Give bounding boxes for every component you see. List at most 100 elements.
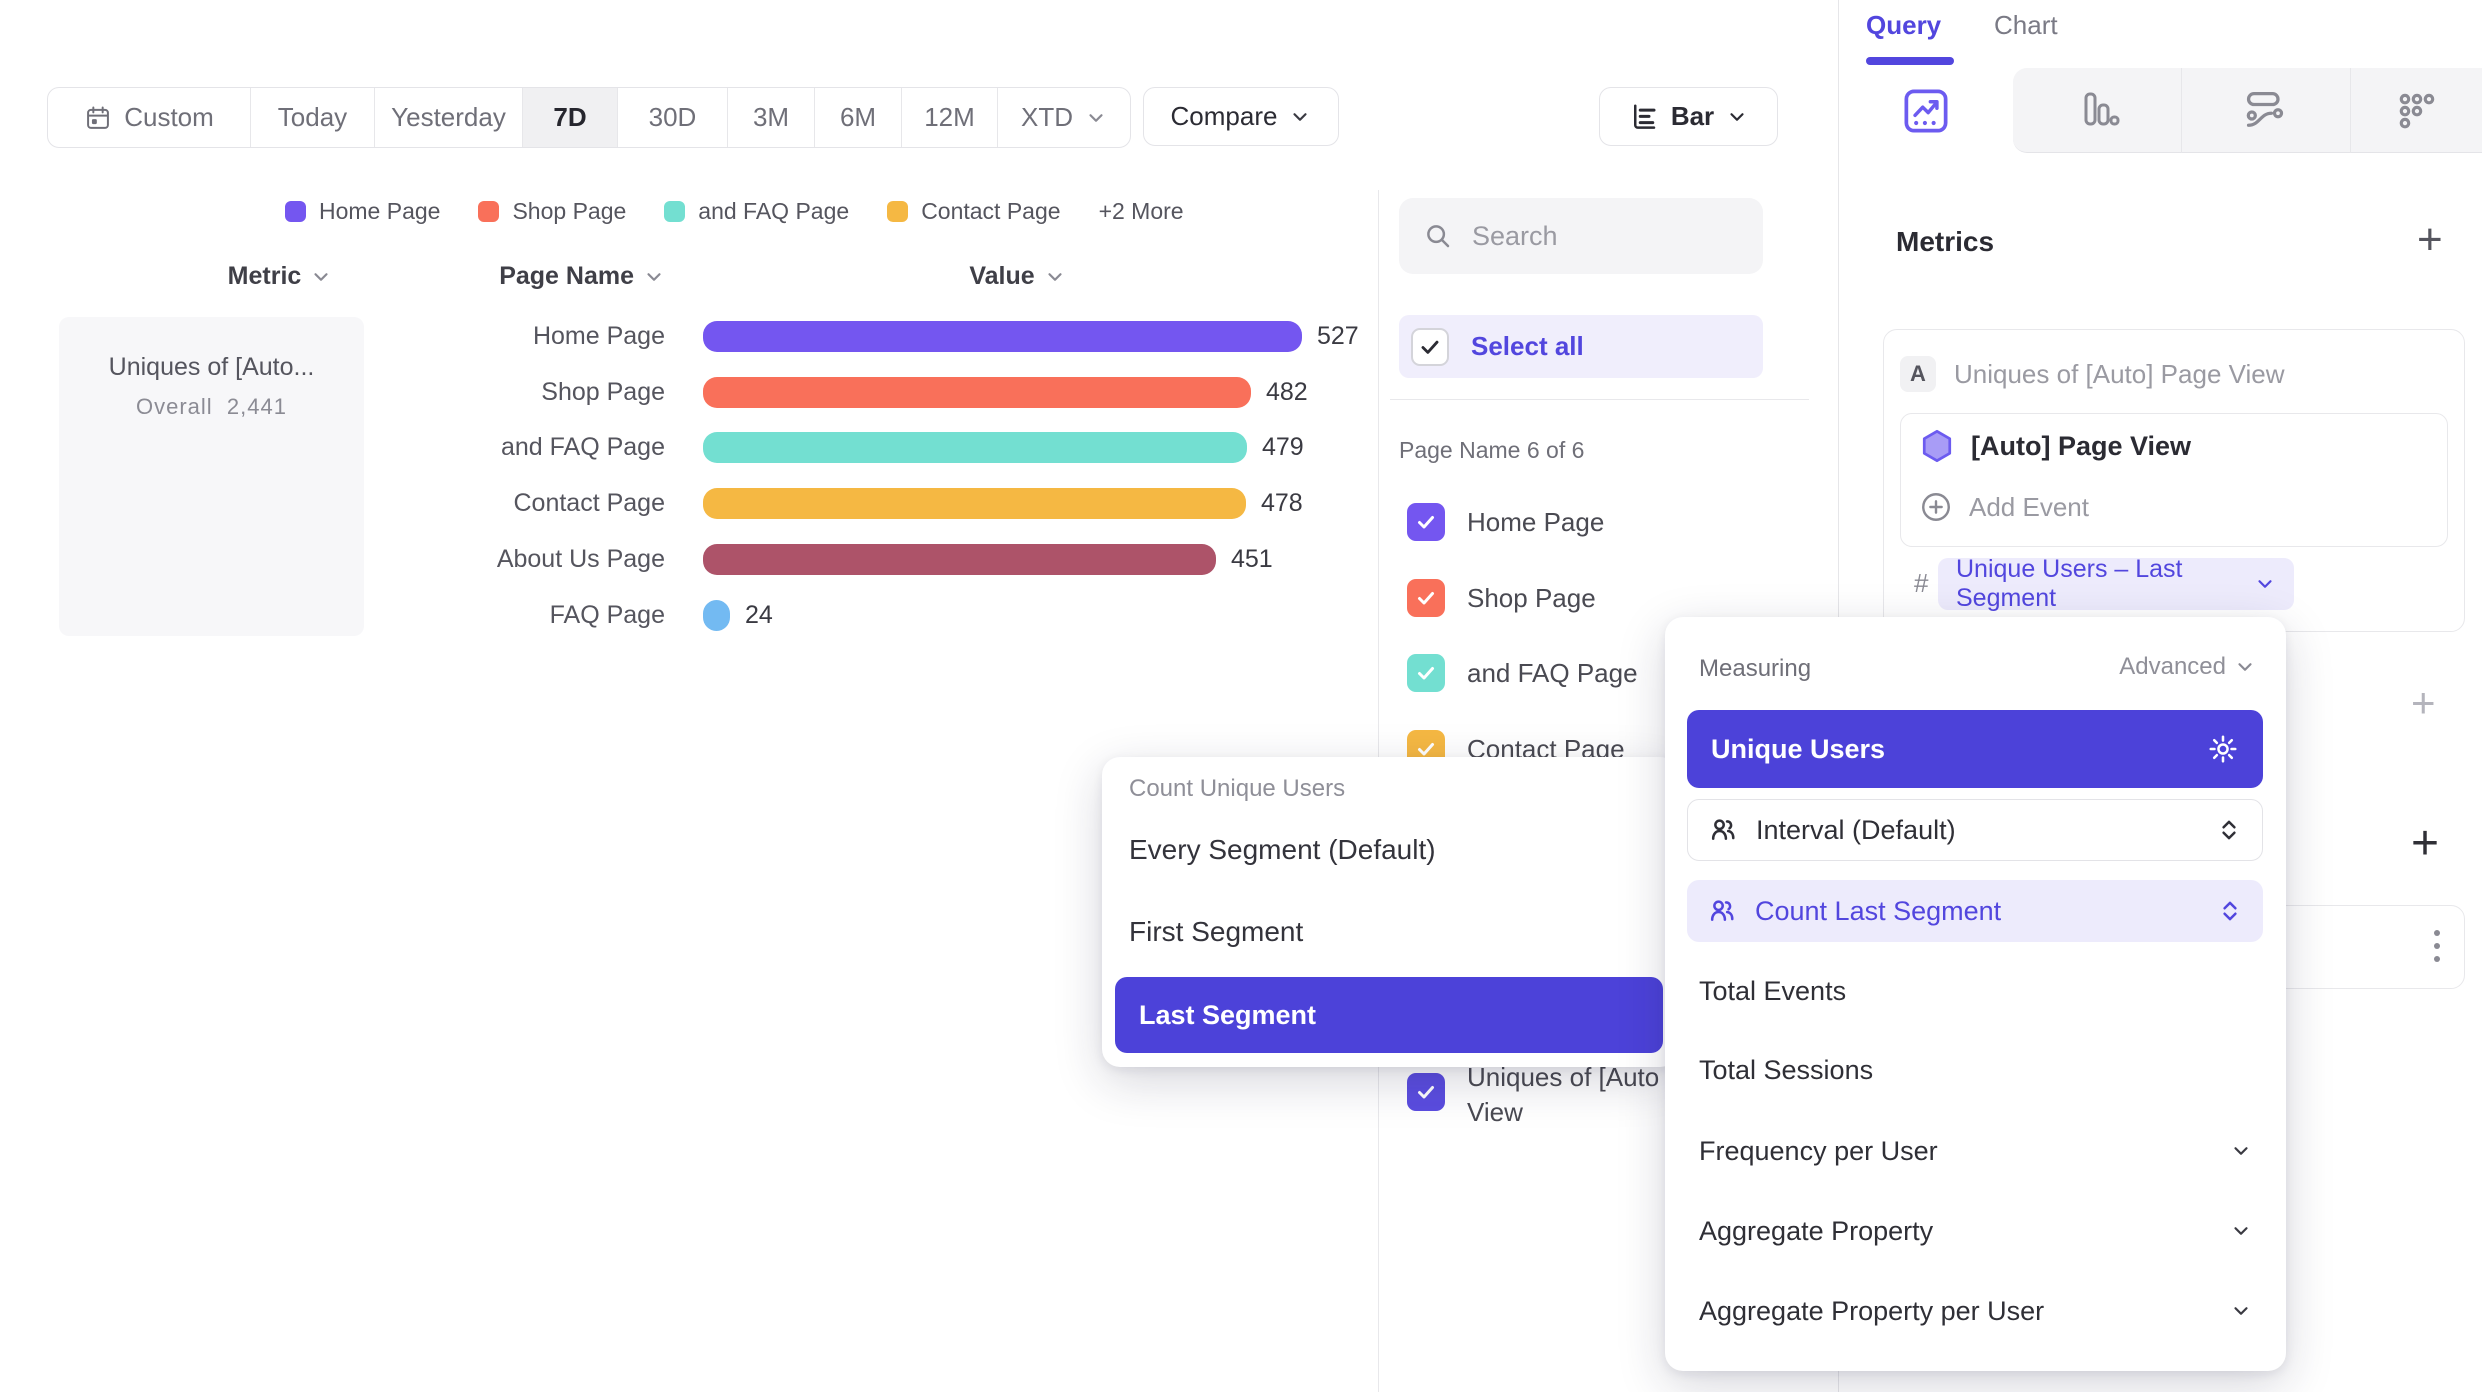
legend-more[interactable]: +2 More <box>1099 198 1184 225</box>
segment-menu-popover: Count Unique Users Every Segment (Defaul… <box>1102 757 1678 1067</box>
bar-shop-page[interactable] <box>703 376 1251 408</box>
flows-icon <box>2246 92 2284 127</box>
checkbox-checked[interactable] <box>1407 1073 1445 1111</box>
menu-option-total-sessions[interactable]: Total Sessions <box>1665 1050 2286 1090</box>
bar-value: 24 <box>745 600 773 629</box>
tab-funnels[interactable] <box>2013 68 2181 153</box>
filter-item-label: Shop Page <box>1467 582 1596 613</box>
legend-label: Shop Page <box>512 197 627 224</box>
tab-chart[interactable]: Chart <box>1994 10 2058 40</box>
filter-item-home-page[interactable]: Home Page <box>1407 503 1604 541</box>
tab-query[interactable]: Query <box>1866 10 1942 40</box>
date-range-custom[interactable]: Custom <box>48 88 251 147</box>
checkmark-icon <box>1418 743 1434 756</box>
tab-insights-active[interactable] <box>1839 68 2013 153</box>
stepper-icon[interactable] <box>2217 898 2243 924</box>
filter-item-and-faq-page[interactable]: and FAQ Page <box>1407 654 1638 692</box>
chart-type-button[interactable]: Bar <box>1599 87 1778 146</box>
checkmark-icon <box>1418 1086 1434 1099</box>
funnel-bars-icon <box>2084 92 2120 126</box>
column-header-value[interactable]: Value <box>905 262 1130 291</box>
interval-default-label: Interval (Default) <box>1756 814 1956 845</box>
advanced-toggle[interactable]: Advanced <box>2119 653 2256 681</box>
menu-option-first-segment[interactable]: First Segment <box>1129 916 1304 947</box>
date-range-30d[interactable]: 30D <box>618 88 728 147</box>
date-range-label: 30D <box>648 102 697 132</box>
menu-option-every-segment[interactable]: Every Segment (Default) <box>1129 834 1436 865</box>
users-icon <box>1711 819 1735 840</box>
chart-row: Home Page 527 <box>305 308 1359 364</box>
menu-option-unique-users-selected[interactable]: Unique Users <box>1687 710 2263 788</box>
event-row[interactable]: [Auto] Page View <box>1919 428 2191 464</box>
legend-item[interactable]: Shop Page <box>478 198 626 225</box>
filter-item-uniques[interactable]: Uniques of [Auto View <box>1407 1060 1659 1130</box>
metric-card-header[interactable]: A Uniques of [Auto] Page View <box>1900 356 2285 392</box>
date-range-3m[interactable]: 3M <box>728 88 815 147</box>
date-range-today[interactable]: Today <box>251 88 375 147</box>
add-filter-button[interactable]: + <box>2411 679 2436 726</box>
date-range-7d[interactable]: 7D <box>523 88 618 147</box>
row-label: Home Page <box>532 321 665 350</box>
date-range-yesterday[interactable]: Yesterday <box>375 88 523 147</box>
bar-contact-page[interactable] <box>703 487 1246 519</box>
add-breakdown-button[interactable]: + <box>2411 817 2440 870</box>
kebab-menu-icon[interactable] <box>2434 930 2440 962</box>
add-event-row[interactable]: Add Event <box>1919 490 2089 524</box>
report-type-tabs <box>1839 68 2482 153</box>
bar-home-page[interactable] <box>703 320 1302 352</box>
menu-option-aggregate-property-per-user[interactable]: Aggregate Property per User <box>1665 1291 2286 1331</box>
tab-flows[interactable] <box>2181 68 2350 153</box>
menu-option-total-events[interactable]: Total Events <box>1665 971 2286 1011</box>
date-range-label: 7D <box>553 102 587 132</box>
date-range-xtd[interactable]: XTD <box>998 88 1130 147</box>
chart-type-label: Bar <box>1670 101 1715 131</box>
filter-item-label: Uniques of [Auto View <box>1467 1060 1659 1130</box>
metric-summary-card[interactable]: Uniques of [Auto... Overall 2,441 <box>59 317 364 636</box>
column-header-page-name[interactable]: Page Name <box>400 262 665 291</box>
search-input[interactable] <box>1470 219 1734 253</box>
checkbox-checked[interactable] <box>1407 654 1445 692</box>
chart-row: About Us Page 451 <box>305 531 1273 587</box>
gear-icon[interactable] <box>2207 733 2239 765</box>
add-metric-button[interactable]: + <box>2417 215 2443 264</box>
header-label: Page Name <box>499 262 634 290</box>
chevron-down-icon <box>314 272 328 281</box>
date-range-label: 3M <box>752 102 790 132</box>
add-event-label: Add Event <box>1969 491 2089 522</box>
select-all-checkbox[interactable] <box>1411 327 1449 366</box>
checkbox-checked[interactable] <box>1407 579 1445 617</box>
stepper-icon[interactable] <box>2216 817 2242 843</box>
legend-item[interactable]: Home Page <box>285 198 440 225</box>
bar-faq-page[interactable] <box>703 599 730 631</box>
menu-option-last-segment-selected[interactable]: Last Segment <box>1115 977 1663 1053</box>
legend-item[interactable]: Contact Page <box>887 198 1061 225</box>
row-label: FAQ Page <box>549 600 665 629</box>
row-label: and FAQ Page <box>500 432 665 461</box>
chart-row: Contact Page 478 <box>305 475 1303 531</box>
select-all-row[interactable]: Select all <box>1399 315 1763 378</box>
column-header-metric[interactable]: Metric <box>170 262 390 291</box>
compare-button[interactable]: Compare <box>1143 87 1339 146</box>
chevron-down-icon <box>2234 1227 2248 1235</box>
chevron-down-icon <box>2258 580 2272 588</box>
interval-default-row[interactable]: Interval (Default) <box>1687 799 2263 861</box>
date-range-12m[interactable]: 12M <box>902 88 998 147</box>
event-label: [Auto] Page View <box>1971 430 2192 461</box>
bar-and-faq-page[interactable] <box>703 431 1247 463</box>
menu-option-aggregate-property[interactable]: Aggregate Property <box>1665 1211 2286 1251</box>
metric-title: Uniques of [Auto... <box>108 353 315 381</box>
count-last-segment-row[interactable]: Count Last Segment <box>1687 880 2263 942</box>
tab-retention[interactable] <box>2350 68 2482 153</box>
filter-item-shop-page[interactable]: Shop Page <box>1407 579 1596 617</box>
measurement-pill[interactable]: Unique Users – Last Segment <box>1938 555 2294 612</box>
filter-item-label: Home Page <box>1467 506 1605 537</box>
menu-option-frequency-per-user[interactable]: Frequency per User <box>1665 1131 2286 1171</box>
segment-search[interactable] <box>1399 198 1763 274</box>
checkbox-checked[interactable] <box>1407 503 1445 541</box>
bar-value: 479 <box>1262 432 1304 461</box>
chevron-down-icon <box>2238 663 2252 671</box>
date-range-6m[interactable]: 6M <box>815 88 902 147</box>
bar-about-us-page[interactable] <box>703 543 1216 575</box>
legend-item[interactable]: and FAQ Page <box>664 198 849 225</box>
hash-icon: # <box>1914 568 1929 598</box>
